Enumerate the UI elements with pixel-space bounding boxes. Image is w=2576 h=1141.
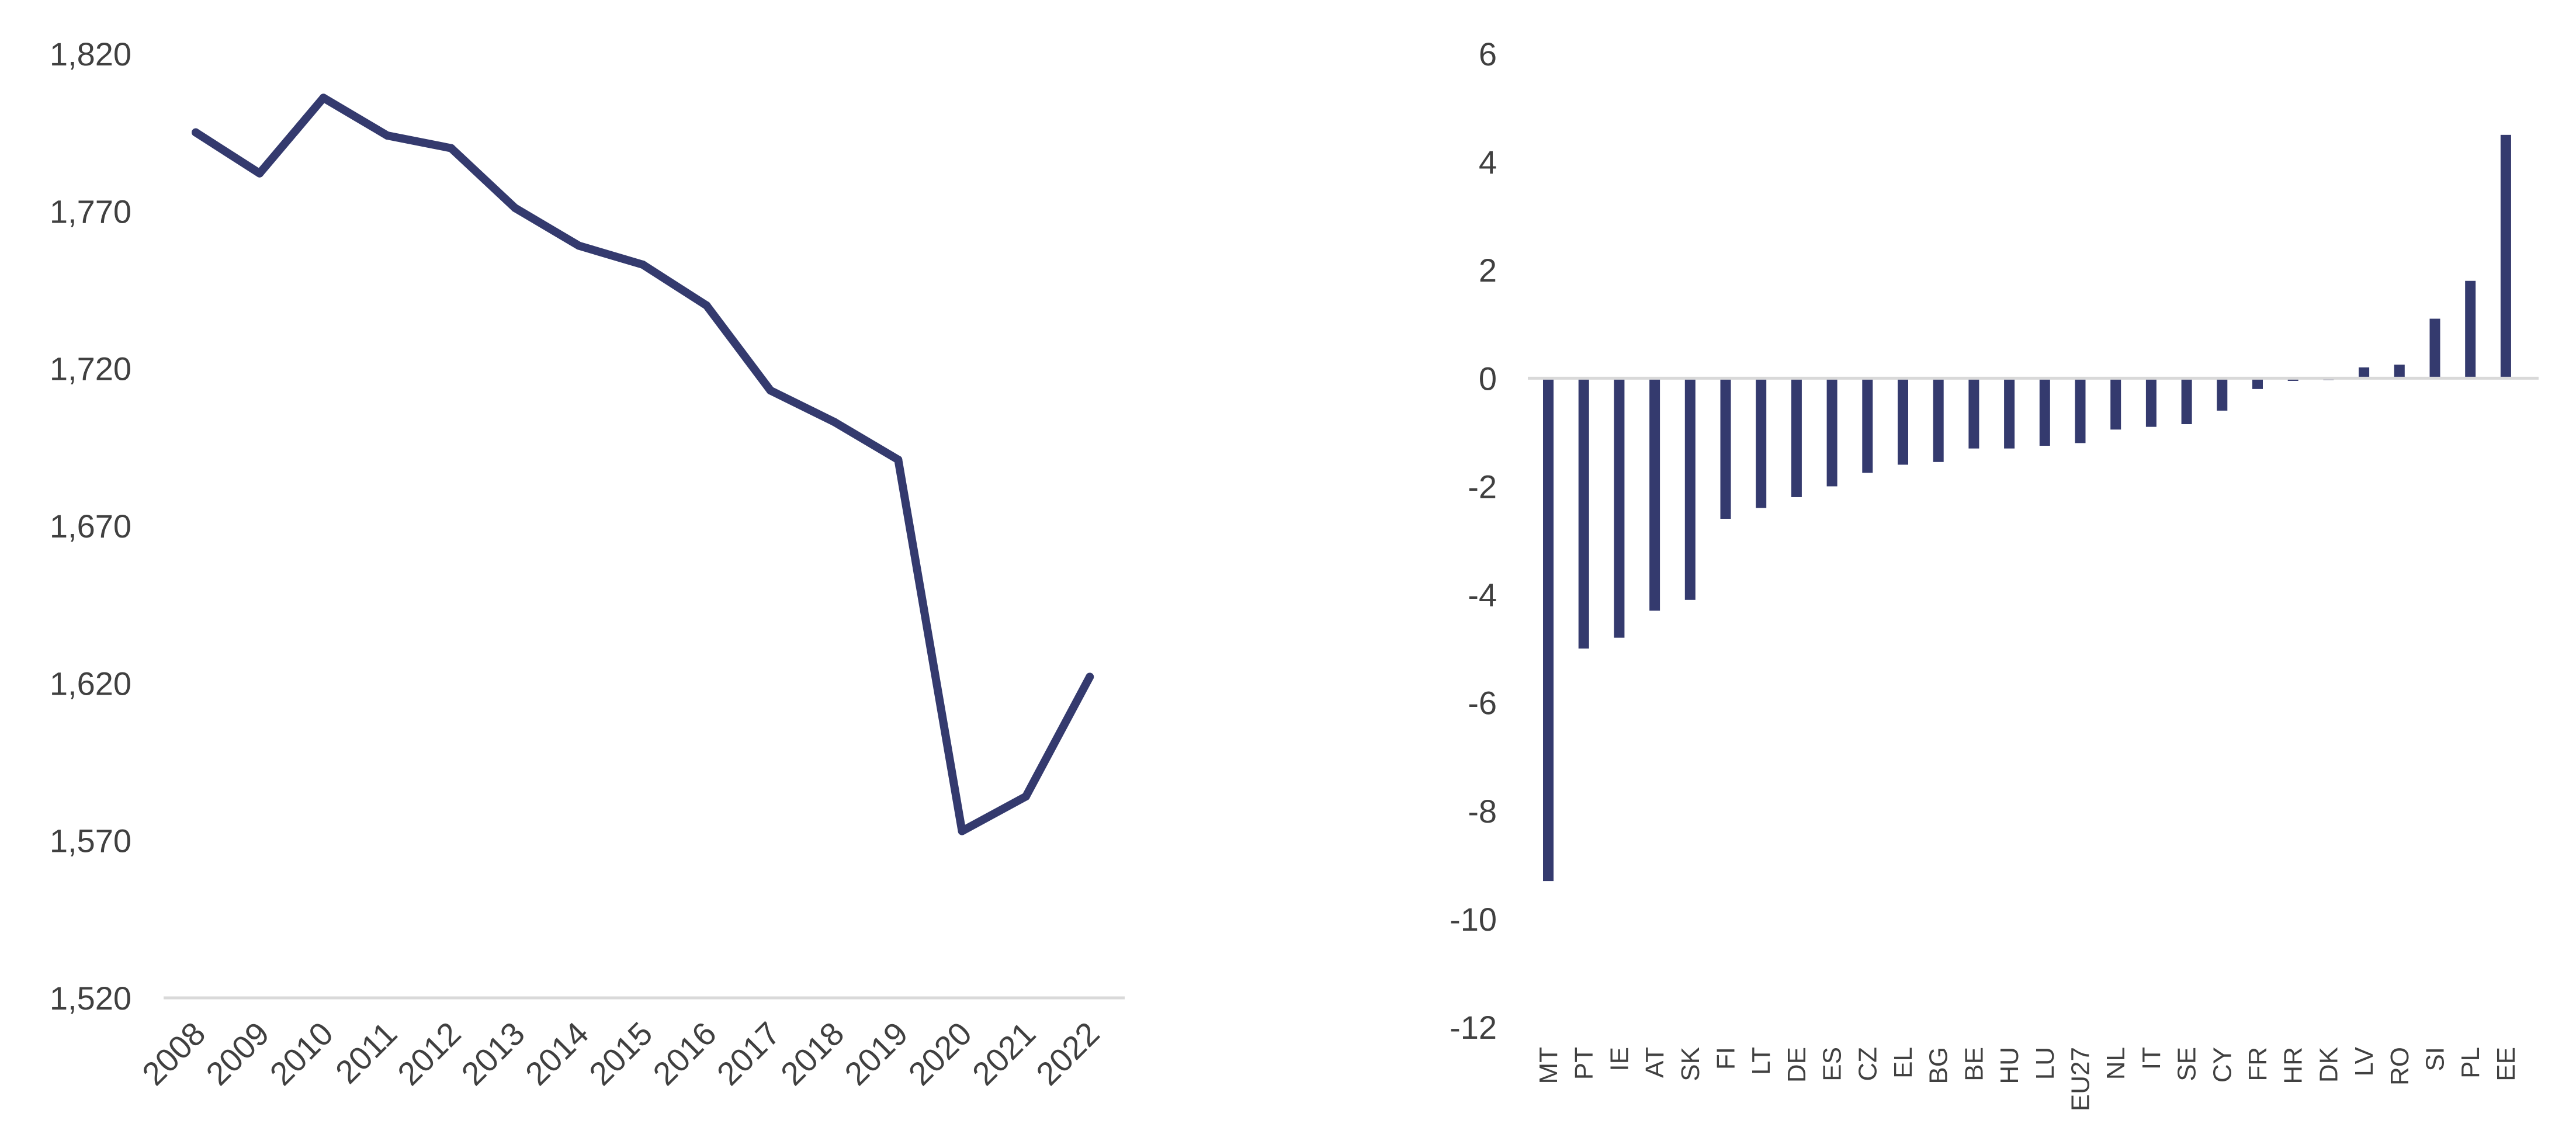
x-tick-label: BG [1925,1047,1953,1084]
x-tick-label: IT [2137,1047,2166,1070]
y-tick-label: -2 [1468,468,1497,505]
x-tick-label: BE [1960,1047,1988,1081]
x-tick-label: PL [2456,1047,2485,1078]
data-point [830,418,838,426]
y-tick-label: -4 [1468,577,1497,613]
x-tick-label: EE [2492,1047,2520,1081]
bar [2394,365,2405,379]
bar [2110,378,2121,430]
bar [2145,378,2157,427]
bar-chart-change: -12 -10 -8 -6 -4 -2 0 2 4 6 MT PT IE AT SK FI LT DE ES CZ EL… [1450,36,2539,1111]
y-tick-label: 1,520 [50,980,131,1017]
bar [2075,378,2086,443]
data-point [192,128,200,137]
data-point [1021,792,1030,801]
bar [2217,378,2228,411]
x-tick-label: CY [2208,1047,2237,1083]
bar [1933,378,1944,462]
y-tick-label: 4 [1479,144,1497,181]
x-tick-label: HU [1995,1047,2024,1084]
data-point [894,455,903,464]
bar [2039,378,2050,446]
bar [1968,378,1979,449]
data-point [319,93,328,102]
x-tick-label: EU27 [2067,1047,2095,1111]
y-tick-label: 6 [1479,36,1497,72]
x-tick-label: FI [1712,1047,1741,1070]
bar [1791,378,1802,497]
bar [1898,378,1908,465]
x-tick-label: RO [2386,1047,2414,1085]
bar [2429,318,2440,379]
x-tick-label: ES [1818,1047,1847,1081]
bar [2359,367,2370,379]
bar [2465,280,2476,379]
data-point [574,241,583,250]
data-point [383,131,391,140]
bar [1720,378,1731,519]
x-tick-label: MT [1534,1047,1563,1084]
bar [1543,378,1554,882]
x-tick-label: HR [2279,1047,2308,1084]
x-tick-label: SK [1676,1047,1705,1081]
x-tick-label: IE [1605,1047,1634,1071]
x-tick-label: CZ [1853,1047,1882,1081]
data-point [1086,672,1094,681]
bar [1826,378,1837,487]
bar [2004,378,2015,449]
data-point [639,260,647,269]
x-tick-label: SI [2421,1047,2450,1071]
x-tick-label: LT [1747,1047,1776,1075]
y-tick-label: 1,820 [50,36,131,72]
data-point [702,301,711,310]
x-tick-label: EL [1889,1047,1918,1078]
data-point [766,386,775,395]
bar [1649,378,1660,611]
y-tick-label: -6 [1468,685,1497,722]
y-tick-label: -8 [1468,793,1497,830]
data-point [511,203,519,212]
data-point [958,827,966,835]
y-tick-label: -10 [1450,901,1497,938]
y-tick-label: 1,620 [50,665,131,702]
y-tick-label: 1,570 [50,823,131,859]
x-tick-label: FR [2244,1047,2272,1081]
y-tick-label: -12 [1450,1009,1497,1046]
bar [1756,378,1767,508]
x-tick-label: NL [2102,1047,2130,1080]
y-tick-label: 2 [1479,252,1497,289]
bar [1578,378,1589,649]
x-tick-label: PT [1570,1047,1599,1080]
data-point [255,169,264,178]
bar [2181,378,2192,425]
y-tick-label: 1,770 [50,193,131,230]
bar [1614,378,1625,638]
bar [1684,378,1696,600]
x-tick-label: LU [2031,1047,2060,1080]
y-tick-label: 1,670 [50,508,131,545]
bar [2252,378,2263,389]
x-tick-label: LV [2350,1046,2379,1076]
y-tick-label: 1,720 [50,351,131,387]
bar [2500,134,2511,379]
x-tick-label: AT [1641,1047,1669,1078]
x-tick-label: DE [1783,1047,1811,1083]
data-point [447,144,456,152]
x-tick-label: DK [2314,1047,2343,1083]
y-tick-label: 0 [1479,360,1497,397]
bar [1862,378,1873,473]
x-tick-label: SE [2173,1047,2201,1081]
